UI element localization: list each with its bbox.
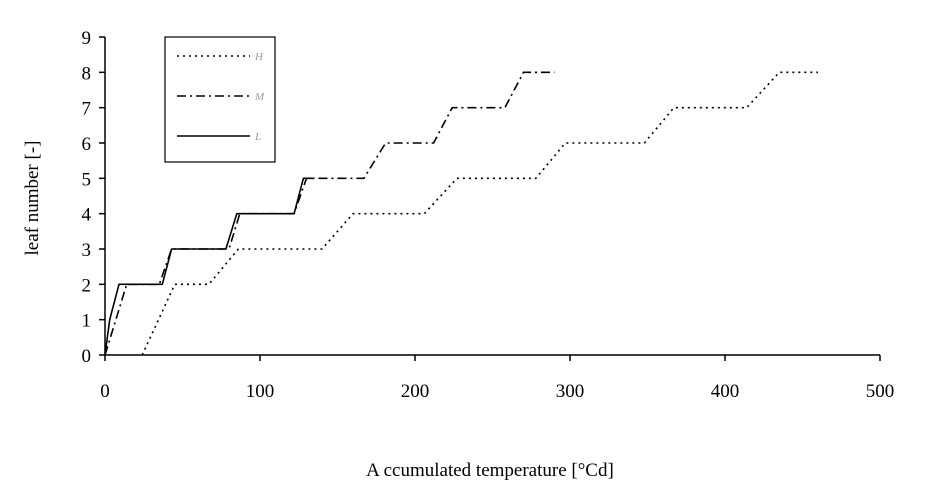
y-axis-title: leaf number [-] [22, 141, 43, 256]
x-tick-label: 300 [556, 381, 585, 402]
y-ticks: 0 1 2 3 4 5 6 7 8 9 [82, 28, 105, 367]
y-tick-label: 5 [82, 169, 92, 190]
x-axis-title: A ccumulated temperature [°Cd] [366, 460, 614, 481]
series-layer [104, 71, 818, 356]
legend-label-h: H [254, 51, 264, 63]
y-tick-label: 3 [82, 240, 92, 261]
y-tick-label: 9 [82, 28, 92, 49]
series-line-l [104, 177, 315, 356]
legend-box [164, 36, 276, 163]
y-tick-label: 2 [82, 275, 92, 296]
y-tick-label: 1 [82, 311, 92, 332]
axes: 0 1 2 3 4 5 6 7 8 9 0 100 200 300 400 500 [82, 28, 895, 402]
y-tick-label: 0 [82, 346, 92, 367]
y-tick-label: 8 [82, 63, 92, 84]
series-line-h [141, 71, 818, 356]
x-tick-label: 400 [711, 381, 740, 402]
x-ticks: 0 100 200 300 400 500 [100, 355, 894, 402]
y-tick-label: 7 [82, 99, 92, 120]
y-tick-label: 4 [82, 205, 92, 226]
y-tick-label: 6 [82, 134, 92, 155]
legend-label-l: L [254, 131, 261, 143]
legend: H M L [164, 36, 276, 163]
x-tick-label: 500 [866, 381, 895, 402]
x-tick-label: 0 [100, 381, 110, 402]
x-tick-label: 100 [246, 381, 275, 402]
x-tick-label: 200 [401, 381, 430, 402]
legend-label-m: M [254, 91, 265, 103]
